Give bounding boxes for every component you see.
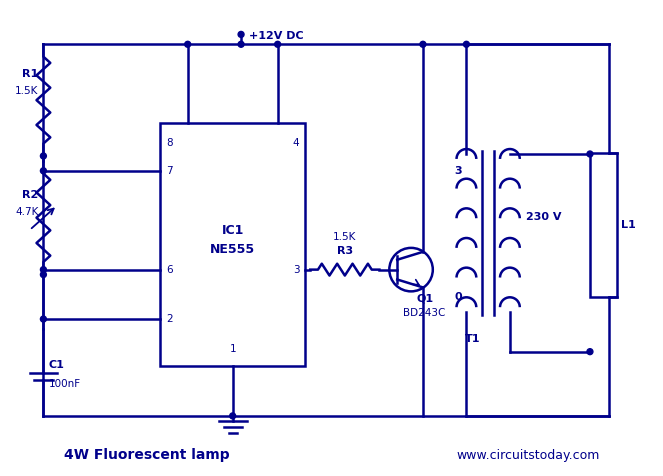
Text: 7: 7	[166, 166, 172, 176]
Text: 3: 3	[293, 265, 300, 275]
Text: 1.5K: 1.5K	[15, 86, 38, 96]
Circle shape	[40, 316, 46, 322]
Text: NE555: NE555	[210, 243, 255, 257]
Text: Q1: Q1	[416, 293, 433, 303]
Text: L1: L1	[621, 220, 635, 230]
Circle shape	[238, 41, 244, 47]
Text: www.circuitstoday.com: www.circuitstoday.com	[456, 449, 599, 462]
Text: R2: R2	[23, 190, 38, 200]
Text: T1: T1	[464, 334, 480, 344]
Circle shape	[40, 272, 46, 278]
Circle shape	[274, 41, 280, 47]
Circle shape	[463, 41, 469, 47]
Circle shape	[40, 153, 46, 159]
Text: 4: 4	[293, 138, 300, 148]
Text: BD243C: BD243C	[403, 308, 446, 318]
Circle shape	[420, 41, 426, 47]
Text: 3: 3	[455, 166, 462, 176]
Text: 2: 2	[166, 314, 172, 324]
Circle shape	[229, 413, 235, 419]
Bar	[160, 123, 305, 367]
Text: C1: C1	[48, 360, 64, 370]
Circle shape	[40, 168, 46, 174]
Text: R1: R1	[23, 69, 38, 79]
Text: 4.7K: 4.7K	[15, 207, 38, 217]
Text: 0: 0	[455, 292, 462, 302]
Text: 1.5K: 1.5K	[333, 232, 357, 242]
Bar	[590, 153, 617, 298]
Circle shape	[185, 41, 191, 47]
Text: +12V DC: +12V DC	[249, 31, 304, 41]
Text: 4W Fluorescent lamp: 4W Fluorescent lamp	[64, 448, 230, 462]
Text: 230 V: 230 V	[526, 212, 561, 222]
Circle shape	[587, 349, 593, 355]
Circle shape	[40, 267, 46, 273]
Circle shape	[587, 151, 593, 157]
Text: 8: 8	[166, 138, 172, 148]
Circle shape	[238, 31, 244, 38]
Text: IC1: IC1	[221, 224, 244, 237]
Text: 1: 1	[229, 344, 236, 354]
Text: 6: 6	[166, 265, 172, 275]
Text: 100nF: 100nF	[48, 379, 80, 389]
Text: R3: R3	[337, 246, 353, 256]
